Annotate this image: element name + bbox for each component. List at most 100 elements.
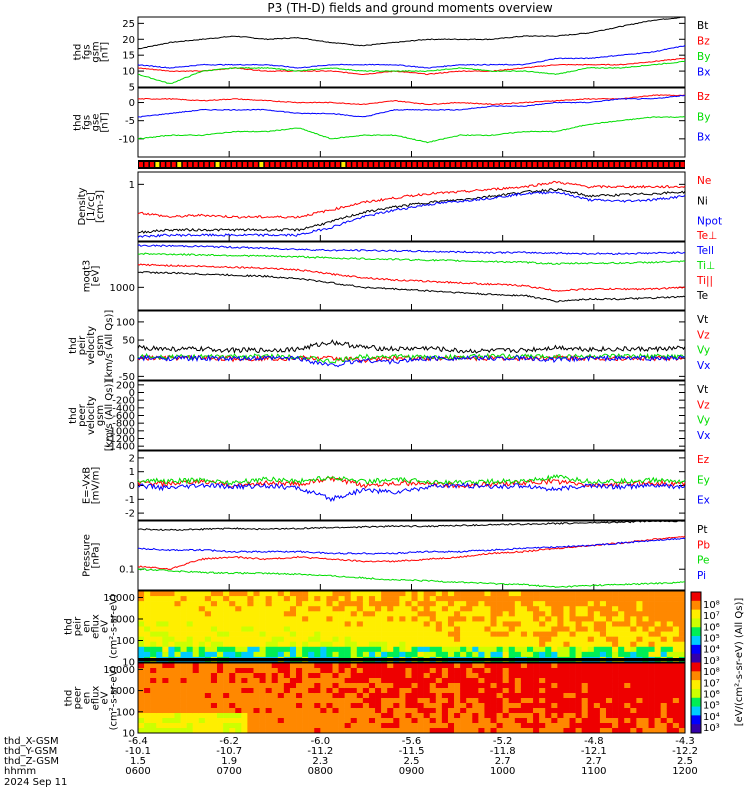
spectrogram-cell <box>399 693 406 699</box>
spectrogram-cell <box>326 621 333 627</box>
spectrogram-cell <box>502 646 510 653</box>
spectrogram-cell <box>478 673 485 679</box>
spectrogram-cell <box>466 713 473 719</box>
spectrogram-cell <box>630 708 637 714</box>
spectrogram-cell <box>144 728 151 734</box>
spectrogram-cell <box>587 641 595 648</box>
spectrogram-cell <box>253 601 260 607</box>
spectrogram-cell <box>478 698 485 704</box>
spectrogram-cell <box>150 646 157 653</box>
spectrogram-cell <box>150 673 157 679</box>
spectrogram-cell <box>472 621 479 627</box>
spectrogram-cell <box>630 673 637 679</box>
spectrogram-cell <box>447 621 455 627</box>
spectrogram-cell <box>672 601 680 607</box>
spectrogram-cell <box>210 631 218 637</box>
spectrogram-cell <box>478 636 485 643</box>
spectrogram-cell <box>411 673 418 679</box>
spectrogram-cell <box>599 728 607 734</box>
spectrogram-cell <box>642 673 649 679</box>
spectrogram-cell <box>666 646 674 653</box>
spectrogram-cell <box>247 708 254 714</box>
spectrogram-cell <box>259 673 266 679</box>
spectrogram-cell <box>642 688 649 694</box>
spectrogram-cell <box>217 723 224 729</box>
spectrogram-cell <box>399 596 406 602</box>
spectrogram-cell <box>545 683 552 689</box>
spectrogram-cell <box>563 668 570 674</box>
spectrogram-cell <box>514 651 522 658</box>
spectrogram-cell <box>320 718 327 724</box>
colorbar-cell <box>691 671 701 674</box>
xaxis-tick-y: -10.1 <box>125 746 151 757</box>
spectrogram-cell <box>277 636 285 643</box>
spectrogram-cell <box>326 663 333 669</box>
spectrogram-cell <box>599 713 607 719</box>
spectrogram-cell <box>660 688 668 694</box>
spectrogram-cell <box>478 728 485 734</box>
spectrogram-cell <box>362 673 370 679</box>
spectrogram-cell <box>466 693 473 699</box>
spectrogram-cell <box>575 616 582 622</box>
spectrogram-cell <box>338 728 345 734</box>
spectrogram-cell <box>593 728 601 734</box>
spectrogram-cell <box>605 693 613 699</box>
spectrogram-cell <box>533 591 540 597</box>
spectrogram-cell <box>162 678 169 684</box>
spectrogram-cell <box>496 651 503 658</box>
spectrogram-cell <box>326 718 333 724</box>
spectrogram-cell <box>235 678 242 684</box>
spectrogram-cell <box>454 651 461 658</box>
spectrogram-cell <box>429 631 437 637</box>
spectrogram-cell <box>533 688 540 694</box>
spectrogram-cell <box>526 728 534 734</box>
spectrogram-cell <box>308 688 315 694</box>
spectrogram-cell <box>447 728 455 734</box>
spectrogram-cell <box>156 646 163 653</box>
spectrogram-cell <box>484 718 491 724</box>
spectrogram-cell <box>350 641 358 648</box>
spectrogram-cell <box>520 601 528 607</box>
spectrogram-cell <box>423 713 431 719</box>
colorbar-tick-label: 10⁸ <box>703 667 720 678</box>
spectrogram-cell <box>338 718 345 724</box>
spectrogram-cell <box>253 631 260 637</box>
spectrogram-cell <box>168 678 175 684</box>
spectrogram-cell <box>217 713 224 719</box>
spectrogram-cell <box>150 668 157 674</box>
spectrogram-cell <box>575 596 582 602</box>
spectrogram-cell <box>569 673 576 679</box>
spectrogram-cell <box>660 596 668 602</box>
spectrogram-cell <box>283 673 291 679</box>
spectrogram-cell <box>466 723 473 729</box>
xaxis-tick-z: 2.5 <box>404 756 420 767</box>
spectrogram-cell <box>387 693 394 699</box>
xaxis-tick-y: -11.5 <box>399 746 425 757</box>
spectrogram-cell <box>302 688 309 694</box>
spectrogram-cell <box>338 688 345 694</box>
spectrogram-cell <box>296 698 303 704</box>
spectrogram-cell <box>557 683 564 689</box>
spectrogram-cell <box>289 698 297 704</box>
legend-bx: Bx <box>697 67 710 79</box>
spectrogram-cell <box>210 673 218 679</box>
colorbar-cell <box>691 694 701 697</box>
spectrogram-cell <box>417 663 424 669</box>
spectrogram-cell <box>356 718 364 724</box>
spectrogram-cell <box>478 713 485 719</box>
quality-flag-segment <box>500 162 504 167</box>
ytick-label: 100 <box>116 707 135 718</box>
spectrogram-cell <box>490 678 497 684</box>
spectrogram-cell <box>296 708 303 714</box>
spectrogram-cell <box>144 641 151 648</box>
spectrogram-cell <box>247 611 254 617</box>
spectrogram-cell <box>350 631 358 637</box>
spectrogram-cell <box>447 626 455 632</box>
spectrogram-cell <box>381 626 388 632</box>
spectrogram-cell <box>223 693 230 699</box>
colorbar-cell <box>691 680 701 683</box>
spectrogram-cell <box>229 646 236 653</box>
spectrogram-cell <box>417 683 424 689</box>
spectrogram-cell <box>150 678 157 684</box>
spectrogram-cell <box>314 678 321 684</box>
